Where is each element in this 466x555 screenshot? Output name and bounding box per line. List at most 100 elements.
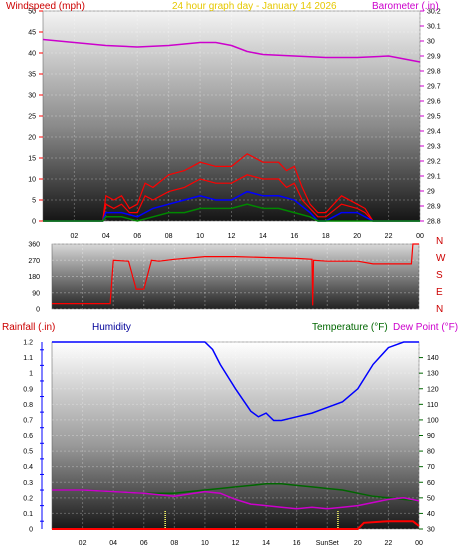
direction-tick-label: 90 — [32, 290, 40, 297]
wind-low-line — [43, 203, 420, 222]
temp-x-tick-label: 08 — [170, 540, 178, 547]
wind-x-tick-label: 16 — [290, 233, 298, 240]
rainfall-tick-label: 0.6 — [23, 433, 33, 440]
barometer-tick-label: 29.4 — [427, 129, 441, 136]
wind-x-tick-label: 18 — [322, 233, 330, 240]
direction-tick-label: 270 — [28, 258, 40, 265]
direction-y-axis: 0 90 180 270 360 — [28, 242, 40, 314]
average-wind-line — [43, 190, 420, 222]
rainfall-line — [52, 520, 420, 530]
windspeed-label: Windspeed (mph) — [6, 1, 85, 12]
direction-letter-S: S — [436, 270, 443, 281]
rainfall-tick-label: 0.4 — [23, 464, 33, 471]
wind-tick-label: 10 — [28, 177, 36, 184]
temp-x-axis: 02 04 06 08 10 12 14 16 SunSet 20 22 00 — [79, 540, 423, 547]
temp-x-tick-label: 06 — [140, 540, 148, 547]
barometer-tick-label: 29.6 — [427, 99, 441, 106]
barometer-tick-label: 29.9 — [427, 54, 441, 61]
rainfall-tick-label: 0.8 — [23, 402, 33, 409]
temp-x-tick-label: 22 — [385, 540, 393, 547]
barometer-tick-label: 29.1 — [427, 174, 441, 181]
wind-tick-label: 45 — [28, 30, 36, 37]
rainfall-tick-label: 0.2 — [23, 495, 33, 502]
temp-x-tick-label: 00 — [415, 540, 423, 547]
wind-x-axis: 02 04 06 08 10 12 14 16 18 20 22 00 — [71, 233, 424, 240]
temp-series — [52, 341, 420, 530]
rainfall-tick-label: 1.1 — [23, 355, 33, 362]
rainfall-tick-label: 0.7 — [23, 417, 33, 424]
barometer-tick-label: 28.8 — [427, 219, 441, 226]
temp-plot-area — [51, 341, 420, 530]
wind-direction-line — [52, 243, 419, 306]
temperature-tick-label: 120 — [427, 386, 439, 393]
wind-x-tick-label: 12 — [228, 233, 236, 240]
wind-x-tick-label: 22 — [385, 233, 393, 240]
dewpoint-line — [52, 489, 420, 510]
wind-x-tick-label: 06 — [133, 233, 141, 240]
wind-tick-label: 5 — [32, 198, 36, 205]
rainfall-tick-label: 0.5 — [23, 449, 33, 456]
wind-tick-label: 15 — [28, 156, 36, 163]
wind-x-tick-label: 00 — [416, 233, 424, 240]
barometer-line — [42, 38, 421, 63]
wind-x-tick-label: 14 — [259, 233, 267, 240]
direction-letter-E: E — [436, 287, 443, 298]
temperature-tick-label: 100 — [427, 417, 439, 424]
temperature-tick-label: 50 — [427, 495, 435, 502]
temp-x-tick-label: 16 — [293, 540, 301, 547]
wind-tick-label: 35 — [28, 72, 36, 79]
rainfall-tick-label: 1 — [29, 371, 33, 378]
temp-x-tick-label: 20 — [354, 540, 362, 547]
temperature-tick-label: 70 — [427, 464, 435, 471]
temperature-tick-label: 30 — [427, 527, 435, 534]
wind-x-tick-label: 08 — [165, 233, 173, 240]
wind-x-tick-label: 20 — [353, 233, 361, 240]
wind-tick-label: 20 — [28, 135, 36, 142]
temp-x-tick-label: 04 — [109, 540, 117, 547]
direction-letter-W: W — [436, 253, 446, 264]
rainfall-tick-label: 0 — [29, 527, 33, 534]
temp-x-tick-label: 02 — [79, 540, 87, 547]
barometer-tick-label: 30 — [427, 39, 435, 46]
wind-tick-label: 40 — [28, 51, 36, 58]
rainfall-tick-label: 0.3 — [23, 480, 33, 487]
graph-title: 24 hour graph day - January 14 2026 — [172, 1, 337, 12]
direction-tick-label: 360 — [28, 242, 40, 249]
temperature-tick-label: 60 — [427, 480, 435, 487]
direction-tick-label: 0 — [36, 307, 40, 314]
barometer-tick-label: 30.1 — [427, 24, 441, 31]
temp-x-tick-label: 12 — [232, 540, 240, 547]
barometer-tick-label: 29.8 — [427, 69, 441, 76]
temperature-tick-label: 90 — [427, 433, 435, 440]
temperature-tick-label: 40 — [427, 511, 435, 518]
windspeed-line — [43, 174, 420, 222]
wind-y-axis: 0 5 10 15 20 25 30 35 40 45 50 — [28, 9, 43, 226]
wind-x-tick-label: 10 — [196, 233, 204, 240]
sunset-label: SunSet — [316, 540, 339, 547]
wind-grid — [43, 10, 421, 222]
barometer-tick-label: 28.9 — [427, 204, 441, 211]
barometer-label: Barometer (.in) — [372, 1, 439, 12]
rainfall-tick-label: 0.9 — [23, 386, 33, 393]
wind-tick-label: 50 — [28, 9, 36, 16]
humidity-label: Humidity — [92, 322, 131, 333]
direction-letter-N: N — [436, 304, 443, 315]
temperature-label: Temperature (°F) — [312, 322, 388, 333]
wind-series — [42, 38, 421, 222]
barometer-tick-label: 29.5 — [427, 114, 441, 121]
barometer-tick-label: 30.2 — [427, 9, 441, 16]
temp-x-tick-label: 14 — [262, 540, 270, 547]
barometer-tick-label: 29.3 — [427, 144, 441, 151]
wind-x-tick-label: 02 — [71, 233, 79, 240]
temperature-tick-label: 110 — [427, 402, 438, 409]
barometer-tick-label: 29 — [427, 189, 435, 196]
barometer-y-axis: 28.8 28.9 29 29.1 29.2 29.3 29.4 29.5 29.6 29.7 29… — [420, 9, 441, 226]
temp-x-tick-label: 10 — [201, 540, 209, 547]
temperature-tick-label: 130 — [427, 371, 439, 378]
temperature-y-axis: 30 40 50 60 70 80 90 100 110 120 130 140 — [419, 355, 439, 534]
rainfall-label: Rainfall (.in) — [2, 322, 55, 333]
humidity-line — [52, 341, 419, 422]
